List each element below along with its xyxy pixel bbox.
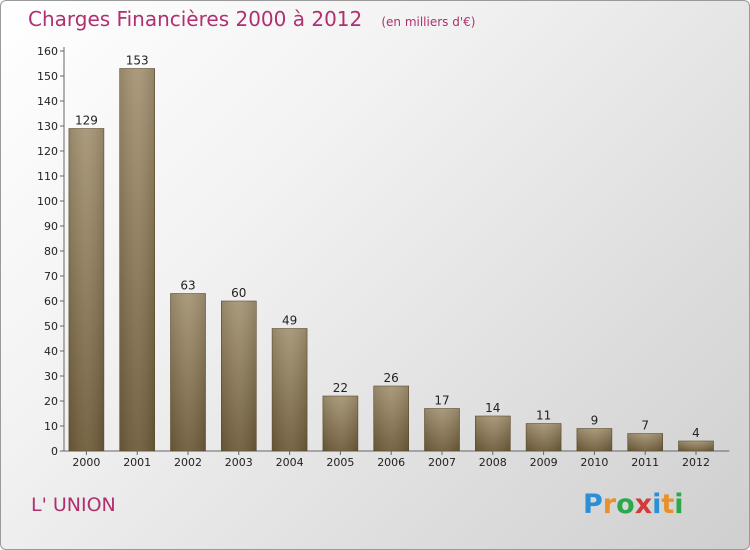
- x-tick-label: 2012: [682, 456, 710, 469]
- bar-shading: [68, 128, 104, 451]
- y-tick-label: 100: [37, 195, 58, 208]
- logo-letter: x: [634, 489, 653, 520]
- title-block: Charges Financières 2000 à 2012 (en mill…: [28, 7, 475, 31]
- commune-name: L' UNION: [31, 494, 116, 516]
- logo-letter: o: [616, 489, 635, 520]
- y-tick-label: 150: [37, 70, 58, 83]
- x-tick-label: 2002: [174, 456, 202, 469]
- logo-letter: P: [583, 489, 603, 520]
- data-label: 60: [231, 286, 246, 300]
- data-label: 153: [126, 54, 149, 68]
- logo-letter: r: [602, 489, 617, 520]
- data-label: 63: [180, 279, 195, 293]
- y-tick-label: 90: [44, 220, 58, 233]
- logo-letter: i: [674, 489, 684, 520]
- y-tick-label: 160: [37, 45, 58, 58]
- data-label: 129: [75, 114, 98, 128]
- data-label: 7: [641, 419, 649, 433]
- data-label: 11: [536, 409, 551, 423]
- bar-shading: [526, 423, 562, 451]
- x-tick-label: 2010: [580, 456, 608, 469]
- y-tick-label: 30: [44, 370, 58, 383]
- data-label: 4: [692, 426, 700, 440]
- bar-shading: [475, 416, 511, 451]
- x-tick-label: 2004: [276, 456, 304, 469]
- data-label: 14: [485, 401, 500, 415]
- bar-shading: [678, 441, 714, 451]
- data-label: 26: [384, 371, 399, 385]
- bar-shading: [373, 386, 409, 451]
- x-tick-label: 2009: [530, 456, 558, 469]
- x-tick-label: 2005: [326, 456, 354, 469]
- proxiti-logo[interactable]: Proxiti: [583, 489, 684, 520]
- chart-title: Charges Financières 2000 à 2012: [28, 7, 363, 31]
- bar-shading: [119, 68, 155, 451]
- y-tick-label: 110: [37, 170, 58, 183]
- bar-shading: [272, 328, 308, 451]
- x-tick-label: 2008: [479, 456, 507, 469]
- x-tick-label: 2007: [428, 456, 456, 469]
- x-tick-label: 2006: [377, 456, 405, 469]
- y-tick-label: 80: [44, 245, 58, 258]
- bar-shading: [221, 301, 257, 451]
- y-tick-label: 130: [37, 120, 58, 133]
- y-tick-label: 140: [37, 95, 58, 108]
- y-tick-label: 60: [44, 295, 58, 308]
- bar-shading: [627, 433, 663, 451]
- y-tick-label: 120: [37, 145, 58, 158]
- chart-subtitle: (en milliers d'€): [381, 15, 476, 29]
- x-tick-label: 2000: [72, 456, 100, 469]
- y-tick-label: 20: [44, 395, 58, 408]
- logo-letter: t: [661, 489, 675, 520]
- x-tick-label: 2011: [631, 456, 659, 469]
- y-tick-label: 10: [44, 420, 58, 433]
- logo-letter: i: [652, 489, 662, 520]
- data-label: 17: [434, 394, 449, 408]
- x-tick-label: 2003: [225, 456, 253, 469]
- y-tick-label: 0: [51, 445, 58, 458]
- bar-shading: [424, 408, 460, 451]
- bar-shading: [576, 428, 612, 451]
- data-label: 49: [282, 314, 297, 328]
- bar-shading: [170, 293, 206, 451]
- y-tick-label: 70: [44, 270, 58, 283]
- x-tick-label: 2001: [123, 456, 151, 469]
- data-label: 22: [333, 381, 348, 395]
- y-tick-label: 40: [44, 345, 58, 358]
- data-label: 9: [591, 414, 599, 428]
- y-tick-label: 50: [44, 320, 58, 333]
- bar-shading: [322, 396, 358, 451]
